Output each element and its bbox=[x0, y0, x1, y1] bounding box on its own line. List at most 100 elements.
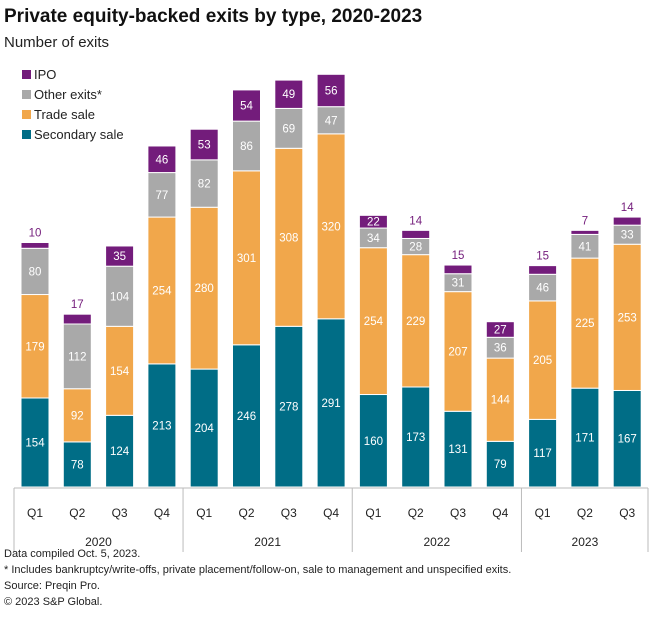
x-year-label: 2021 bbox=[254, 535, 281, 549]
bar-segment bbox=[528, 273, 558, 302]
bar-segment bbox=[147, 172, 177, 218]
bar-segment bbox=[316, 133, 346, 320]
data-label: 179 bbox=[25, 341, 44, 353]
bar-segment bbox=[358, 214, 388, 229]
data-label: 229 bbox=[406, 316, 425, 328]
data-label: 22 bbox=[367, 217, 380, 229]
data-label: 46 bbox=[536, 283, 549, 295]
data-label: 320 bbox=[322, 221, 341, 233]
data-label: 308 bbox=[279, 232, 298, 244]
chart-title: Private equity-backed exits by type, 202… bbox=[4, 6, 423, 27]
data-label: 301 bbox=[237, 253, 256, 265]
bar-segment bbox=[232, 170, 261, 346]
x-tick-label: Q4 bbox=[492, 506, 508, 520]
bar-segment bbox=[232, 120, 261, 172]
bar-segment bbox=[316, 318, 346, 488]
data-label: 205 bbox=[533, 355, 552, 367]
bar-segment bbox=[401, 229, 431, 239]
data-label: 47 bbox=[325, 115, 338, 127]
legend-swatch bbox=[22, 70, 31, 79]
data-label: 131 bbox=[448, 444, 467, 456]
data-label: 291 bbox=[322, 398, 341, 410]
data-label: 124 bbox=[110, 446, 130, 458]
data-label: 280 bbox=[195, 283, 214, 295]
data-label: 36 bbox=[494, 343, 507, 355]
x-tick-label: Q3 bbox=[619, 506, 635, 520]
legend-swatch bbox=[22, 130, 31, 139]
bar-segment bbox=[528, 418, 558, 488]
bar-segment bbox=[274, 325, 304, 488]
data-label: 160 bbox=[364, 436, 383, 448]
data-label: 53 bbox=[198, 140, 211, 152]
bar-segment bbox=[232, 89, 261, 122]
bar-segment bbox=[570, 229, 600, 235]
data-label: 173 bbox=[406, 432, 425, 444]
bar-segment bbox=[612, 243, 642, 391]
bar-segment bbox=[358, 394, 388, 488]
data-label: 14 bbox=[409, 215, 422, 227]
data-label: 92 bbox=[71, 410, 84, 422]
data-label: 167 bbox=[618, 434, 637, 446]
data-label: 27 bbox=[494, 324, 507, 336]
bar-segment bbox=[401, 386, 431, 488]
data-label: 14 bbox=[621, 202, 634, 214]
bar-segment bbox=[316, 106, 346, 135]
bar-segment bbox=[358, 247, 388, 396]
bar-segment bbox=[232, 344, 261, 488]
data-label: 253 bbox=[618, 312, 637, 324]
data-label: 15 bbox=[452, 250, 465, 262]
bar-segment bbox=[147, 363, 177, 488]
bar-segment bbox=[147, 145, 177, 174]
data-label: 28 bbox=[409, 242, 422, 254]
bar-segment bbox=[189, 159, 219, 208]
note-data-compiled: Data compiled Oct. 5, 2023. bbox=[4, 548, 141, 560]
data-label: 41 bbox=[579, 241, 592, 253]
legend-label: IPO bbox=[34, 67, 56, 82]
data-label: 112 bbox=[68, 351, 86, 363]
bar-segment bbox=[147, 216, 177, 365]
bar-segment bbox=[612, 216, 642, 226]
x-tick-label: Q1 bbox=[365, 506, 381, 520]
note-other-exits: * Includes bankruptcy/write-offs, privat… bbox=[4, 564, 512, 576]
bar-segment bbox=[528, 300, 558, 420]
bar-segment bbox=[443, 291, 473, 412]
bar-segment bbox=[528, 265, 558, 275]
data-label: 225 bbox=[575, 318, 594, 330]
bar-segment bbox=[105, 245, 135, 267]
data-label: 49 bbox=[282, 89, 295, 101]
x-tick-label: Q3 bbox=[450, 506, 466, 520]
data-label: 86 bbox=[240, 141, 253, 153]
x-tick-label: Q2 bbox=[577, 506, 593, 520]
x-tick-label: Q1 bbox=[196, 506, 212, 520]
data-label: 35 bbox=[113, 251, 126, 263]
data-label: 46 bbox=[156, 154, 169, 166]
data-label: 104 bbox=[110, 291, 130, 303]
bar-segment bbox=[485, 440, 515, 488]
note-copyright: © 2023 S&P Global. bbox=[4, 596, 103, 608]
x-tick-label: Q4 bbox=[154, 506, 170, 520]
bar-segment bbox=[443, 410, 473, 488]
bar-segment bbox=[189, 368, 219, 488]
bar-segment bbox=[20, 397, 50, 488]
bar-segment bbox=[20, 294, 50, 399]
x-year-label: 2022 bbox=[423, 535, 450, 549]
bar-segment bbox=[443, 264, 473, 275]
data-label: 246 bbox=[237, 411, 256, 423]
data-label: 204 bbox=[195, 423, 215, 435]
bar-segment bbox=[401, 254, 431, 388]
data-label: 117 bbox=[533, 448, 551, 460]
x-tick-label: Q2 bbox=[69, 506, 85, 520]
bar-segment bbox=[316, 73, 346, 108]
legend-swatch bbox=[22, 110, 31, 119]
data-label: 7 bbox=[582, 215, 588, 227]
x-tick-label: Q2 bbox=[238, 506, 254, 520]
bar-segment bbox=[570, 257, 600, 389]
data-label: 15 bbox=[536, 251, 549, 263]
data-label: 171 bbox=[575, 433, 594, 445]
legend-label: Other exits* bbox=[34, 87, 102, 102]
legend-label: Trade sale bbox=[34, 107, 95, 122]
legend-label: Secondary sale bbox=[34, 127, 124, 142]
bar-segment bbox=[274, 147, 304, 327]
data-label: 34 bbox=[367, 233, 380, 245]
